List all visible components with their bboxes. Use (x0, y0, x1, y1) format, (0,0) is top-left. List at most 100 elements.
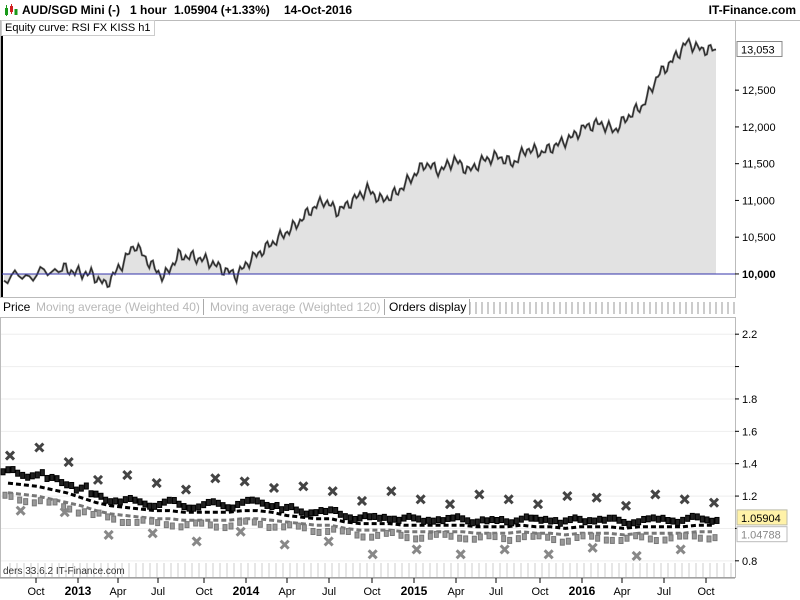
lower-bar (354, 531, 360, 539)
lower-bar (471, 535, 477, 543)
tab-orders-display[interactable]: Orders display (386, 299, 471, 315)
price-bar (601, 516, 607, 524)
price-bar (191, 504, 197, 512)
lower-bar (677, 532, 683, 540)
lower-bar (155, 519, 161, 527)
sell-order-marker (239, 476, 250, 487)
price-bar (650, 514, 656, 522)
price-bar (655, 515, 661, 523)
x-tick-label: Apr (447, 586, 464, 598)
price-bar (201, 501, 207, 509)
sell-order-marker (327, 486, 338, 497)
price-bar (577, 515, 583, 523)
lower-bar (331, 525, 337, 533)
lower-bar (595, 534, 601, 542)
lower-bar (536, 532, 542, 540)
price-bar (626, 520, 632, 528)
buy-order-marker (15, 505, 26, 516)
price-bar (528, 514, 534, 522)
sell-order-marker (562, 491, 573, 502)
order-x-stroke (474, 489, 485, 500)
price-bar (416, 515, 422, 523)
tab-ma-weighted-120[interactable]: Moving average (Weighted 120) (207, 299, 385, 315)
lower-bar (559, 538, 565, 546)
lower-bar (213, 523, 219, 531)
price-bar (347, 514, 353, 522)
order-x-stroke (103, 529, 114, 540)
price-bar (440, 517, 446, 525)
sell-order-marker (210, 473, 221, 484)
sell-order-marker (532, 499, 544, 510)
lower-bar (609, 536, 615, 544)
lower-bar (457, 534, 463, 542)
price-bar (303, 510, 309, 518)
tab-ma-weighted-40[interactable]: Moving average (Weighted 40) (33, 299, 204, 315)
price-bar (205, 498, 211, 506)
order-x-stroke (411, 544, 422, 555)
lower-bar (683, 532, 689, 540)
lower-bar (398, 531, 404, 539)
lower-bar (316, 528, 322, 536)
x-tick-label: Oct (363, 586, 380, 598)
x-tick-label: Apr (109, 586, 126, 598)
price-bar (152, 502, 158, 510)
lower-bar (463, 535, 469, 543)
price-bar (215, 499, 221, 507)
price-bar (645, 515, 651, 523)
lower-bar (8, 492, 14, 500)
price-y-tick-label: 2.2 (742, 329, 757, 341)
brand-label: IT-Finance.com (708, 3, 796, 17)
lower-bar (697, 534, 703, 542)
lower-bar (389, 529, 395, 537)
order-x-stroke (415, 494, 426, 505)
price-bar (49, 473, 55, 481)
order-x-stroke (92, 474, 104, 485)
equity-last-value-box (736, 41, 783, 58)
price-bar (10, 466, 16, 474)
order-x-stroke (543, 549, 554, 560)
lower-bar (251, 518, 257, 526)
lower-bar (75, 509, 81, 517)
order-x-stroke (367, 549, 378, 560)
price-bar (93, 490, 99, 498)
buy-order-marker (103, 529, 114, 540)
price-bar (318, 507, 324, 515)
price-bar (210, 498, 216, 506)
price-bar (592, 517, 598, 525)
price-bar (113, 497, 119, 505)
price-bar (445, 514, 451, 522)
lower-bar (281, 523, 287, 531)
lower-bar (310, 527, 316, 535)
lower-bar (486, 532, 492, 540)
buy-order-marker (279, 539, 290, 550)
order-x-stroke (679, 494, 690, 505)
price-bar (78, 484, 84, 492)
price-bar (245, 496, 251, 504)
date-label: 14-Oct-2016 (284, 3, 353, 17)
price-bar (430, 517, 436, 525)
price-bar (636, 518, 642, 526)
order-x-stroke (675, 544, 686, 555)
lower-bar (111, 515, 117, 523)
equity-curve-label: Equity curve: RSI FX KISS h1 (1, 20, 155, 36)
price-bar (69, 481, 75, 489)
price-bar (357, 514, 363, 522)
lower-bar (295, 522, 301, 530)
second-price-value: 1.04788 (741, 530, 781, 542)
price-bar (298, 508, 304, 516)
tab-price[interactable]: Price (0, 299, 35, 315)
price-bar (513, 517, 519, 525)
lower-bar (530, 532, 536, 540)
lower-bar (565, 537, 571, 545)
price-bar (709, 517, 715, 525)
price-bar (484, 517, 490, 525)
buy-order-marker (235, 526, 246, 537)
equity-area (4, 39, 716, 287)
price-bar (333, 506, 339, 514)
price-bar (108, 498, 114, 506)
sell-order-marker (122, 469, 133, 481)
price-bar (479, 516, 485, 524)
order-x-stroke (444, 499, 456, 510)
price-bar (44, 474, 50, 482)
lower-bar (31, 499, 37, 507)
